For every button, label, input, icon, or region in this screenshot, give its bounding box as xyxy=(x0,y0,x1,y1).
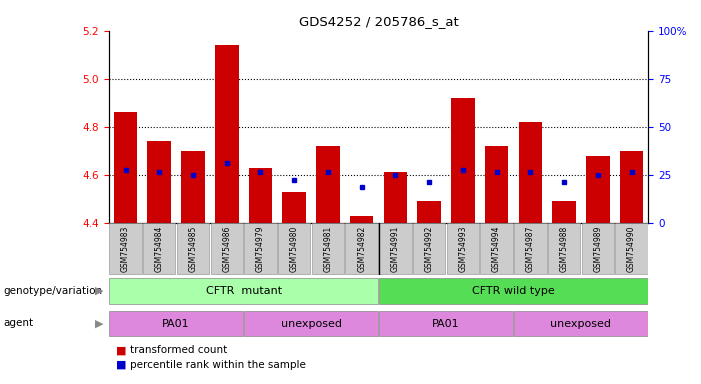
Text: GSM754992: GSM754992 xyxy=(425,225,434,272)
Bar xyxy=(244,223,277,274)
Bar xyxy=(350,215,374,223)
Bar xyxy=(615,223,648,274)
Text: GSM754988: GSM754988 xyxy=(559,225,569,271)
Bar xyxy=(283,192,306,223)
Bar xyxy=(346,223,378,274)
Text: GSM754993: GSM754993 xyxy=(458,225,468,272)
Text: CFTR wild type: CFTR wild type xyxy=(472,286,555,296)
Bar xyxy=(278,223,311,274)
Text: percentile rank within the sample: percentile rank within the sample xyxy=(130,360,306,370)
Bar xyxy=(316,146,340,223)
Text: GSM754982: GSM754982 xyxy=(358,225,366,271)
Bar xyxy=(379,311,513,336)
Text: ■: ■ xyxy=(116,345,126,355)
Bar xyxy=(413,223,445,274)
Bar xyxy=(514,223,547,274)
Bar xyxy=(181,151,205,223)
Bar xyxy=(451,98,475,223)
Text: GSM754994: GSM754994 xyxy=(492,225,501,272)
Bar xyxy=(548,223,580,274)
Text: ■: ■ xyxy=(116,360,126,370)
Bar xyxy=(210,223,243,274)
Bar xyxy=(379,223,411,274)
Bar xyxy=(383,172,407,223)
Bar xyxy=(312,223,344,274)
Text: GSM754981: GSM754981 xyxy=(323,225,332,271)
Bar xyxy=(480,223,513,274)
Text: GSM754987: GSM754987 xyxy=(526,225,535,272)
Bar xyxy=(620,151,644,223)
Text: GSM754989: GSM754989 xyxy=(593,225,602,272)
Bar xyxy=(379,278,648,304)
Text: transformed count: transformed count xyxy=(130,345,227,355)
Bar xyxy=(586,156,610,223)
Text: ▶: ▶ xyxy=(95,318,104,328)
Bar xyxy=(109,223,142,274)
Bar xyxy=(552,201,576,223)
Bar xyxy=(147,141,171,223)
Bar xyxy=(143,223,175,274)
Bar xyxy=(447,223,479,274)
Text: GSM754979: GSM754979 xyxy=(256,225,265,272)
Text: agent: agent xyxy=(4,318,34,328)
Bar xyxy=(109,278,378,304)
Text: GSM754985: GSM754985 xyxy=(189,225,198,272)
Bar xyxy=(249,167,272,223)
Bar xyxy=(514,311,648,336)
Bar xyxy=(177,223,209,274)
Bar xyxy=(215,45,238,223)
Text: GSM754990: GSM754990 xyxy=(627,225,636,272)
Bar xyxy=(519,122,542,223)
Text: genotype/variation: genotype/variation xyxy=(4,286,102,296)
Bar xyxy=(244,311,378,336)
Text: PA01: PA01 xyxy=(433,318,460,329)
Text: unexposed: unexposed xyxy=(280,318,341,329)
Bar xyxy=(114,113,137,223)
Text: GSM754984: GSM754984 xyxy=(155,225,164,272)
Bar xyxy=(485,146,508,223)
Text: GSM754991: GSM754991 xyxy=(391,225,400,272)
Text: CFTR  mutant: CFTR mutant xyxy=(205,286,282,296)
Text: GSM754983: GSM754983 xyxy=(121,225,130,272)
Bar xyxy=(109,311,243,336)
Title: GDS4252 / 205786_s_at: GDS4252 / 205786_s_at xyxy=(299,15,458,28)
Bar xyxy=(417,201,441,223)
Text: PA01: PA01 xyxy=(163,318,190,329)
Text: GSM754986: GSM754986 xyxy=(222,225,231,272)
Text: GSM754980: GSM754980 xyxy=(290,225,299,272)
Bar xyxy=(582,223,614,274)
Text: ▶: ▶ xyxy=(95,286,104,296)
Text: unexposed: unexposed xyxy=(550,318,611,329)
